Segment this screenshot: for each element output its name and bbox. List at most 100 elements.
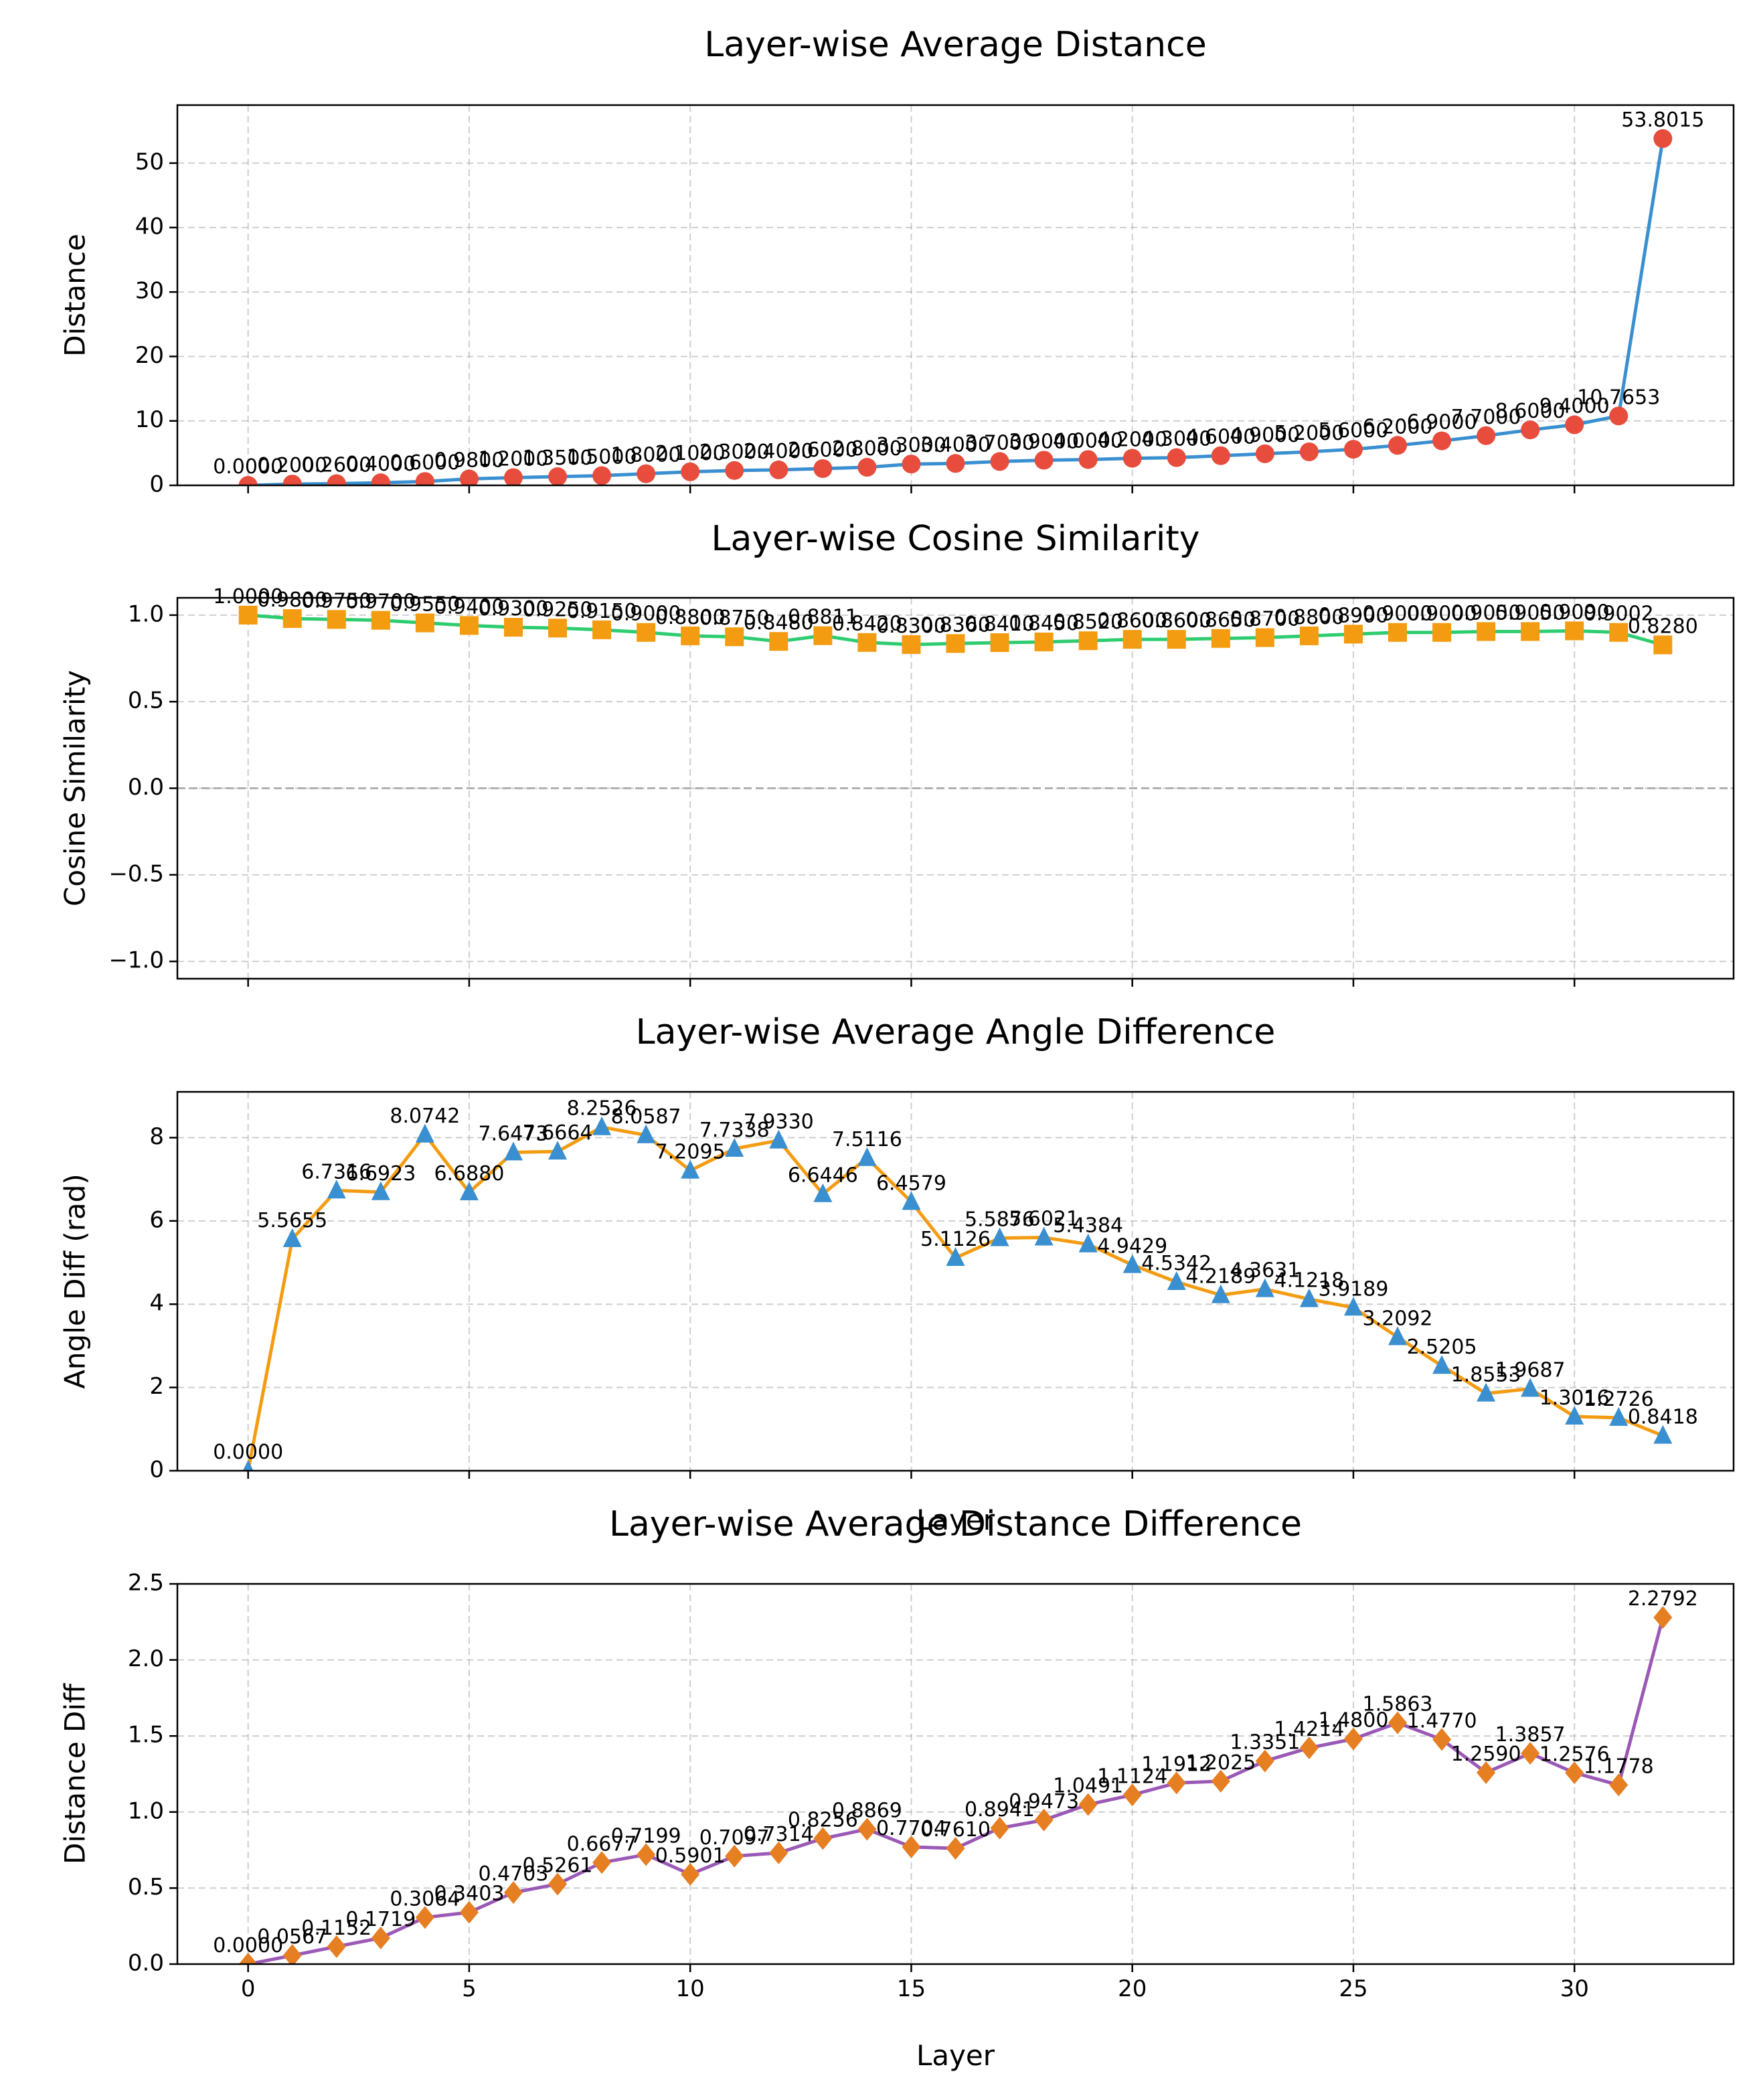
data-point bbox=[725, 461, 744, 480]
y-tick-label: 4 bbox=[149, 1290, 164, 1317]
data-point bbox=[282, 1944, 302, 1964]
data-point bbox=[1565, 1761, 1584, 1785]
data-point bbox=[1521, 420, 1540, 440]
data-label: 6.7316 bbox=[301, 1160, 371, 1184]
data-label: 0.9090 bbox=[1539, 600, 1610, 624]
data-label: 5.6000 bbox=[1318, 419, 1388, 442]
data-point bbox=[813, 1827, 833, 1850]
data-label: 4.6000 bbox=[1185, 426, 1256, 449]
y-tick-label: 20 bbox=[135, 342, 164, 369]
data-point bbox=[681, 1862, 700, 1886]
data-point bbox=[1432, 1728, 1452, 1751]
data-point bbox=[327, 610, 346, 629]
data-label: 0.9000 bbox=[1363, 602, 1433, 626]
data-label: 4.9429 bbox=[1097, 1235, 1167, 1259]
data-point bbox=[459, 1182, 479, 1201]
y-tick-label: 1.0 bbox=[128, 600, 164, 627]
data-label: 0.9700 bbox=[345, 590, 416, 614]
data-point bbox=[548, 467, 568, 485]
data-label: 0.8420 bbox=[832, 613, 902, 636]
y-tick-label: 0.5 bbox=[128, 1874, 164, 1901]
data-point bbox=[1167, 1271, 1186, 1290]
chart-panel-1: Layer-wise Average Distance 0 10 20 30 40 50 Di… bbox=[59, 25, 1735, 498]
y-tick-label: −1.0 bbox=[108, 947, 164, 974]
data-point bbox=[1078, 631, 1098, 651]
data-label: 0.8418 bbox=[1628, 1406, 1698, 1429]
data-point bbox=[1167, 1771, 1186, 1795]
chart-title: Layer-wise Average Angle Difference bbox=[636, 1012, 1276, 1052]
data-label: 1.0000 bbox=[213, 585, 283, 609]
data-point bbox=[1521, 622, 1540, 641]
data-label: 0.8480 bbox=[744, 611, 814, 635]
chart-panel-2: Layer-wise Cosine Similarity −1.0 −0.5 0.0 0… bbox=[59, 519, 1735, 987]
data-label: 1.8000 bbox=[611, 444, 681, 467]
data-point bbox=[813, 1183, 833, 1202]
data-label: 0.1152 bbox=[301, 1917, 371, 1940]
data-point bbox=[415, 472, 434, 485]
data-label: 0.9150 bbox=[567, 600, 637, 623]
data-point bbox=[1477, 1761, 1496, 1784]
data-point bbox=[1565, 415, 1584, 434]
data-label: 5.4384 bbox=[1053, 1214, 1123, 1238]
y-tick-label: 2.0 bbox=[128, 1645, 164, 1672]
data-label: 7.6664 bbox=[523, 1121, 593, 1145]
data-point bbox=[681, 626, 700, 645]
data-point bbox=[1167, 448, 1186, 467]
data-label: 9.4000 bbox=[1539, 395, 1610, 418]
data-point bbox=[1477, 622, 1496, 641]
data-point bbox=[990, 1816, 1009, 1840]
data-point bbox=[637, 1843, 656, 1866]
y-tick-label: 50 bbox=[135, 149, 164, 175]
data-label: 0.8280 bbox=[1628, 615, 1698, 638]
data-label: 5.5876 bbox=[965, 1208, 1035, 1231]
data-point bbox=[371, 611, 390, 630]
data-label: 0.5261 bbox=[523, 1854, 593, 1877]
y-tick-label: 0.0 bbox=[128, 774, 164, 801]
data-point bbox=[1343, 625, 1363, 644]
data-label: 5.5655 bbox=[257, 1209, 327, 1232]
data-label: 3.2092 bbox=[1363, 1307, 1433, 1330]
data-label: 0.9000 bbox=[1407, 602, 1477, 626]
y-tick-label: 30 bbox=[135, 278, 164, 305]
data-label: 0.8800 bbox=[1274, 606, 1344, 629]
data-point bbox=[327, 1180, 346, 1199]
data-point bbox=[725, 1137, 744, 1157]
data-point bbox=[1122, 1783, 1142, 1807]
data-label: 4.2189 bbox=[1185, 1265, 1256, 1289]
data-point bbox=[1122, 1254, 1142, 1273]
data-label: 0.5901 bbox=[655, 1844, 726, 1868]
data-label: 0.9050 bbox=[1451, 601, 1521, 625]
data-label: 1.1124 bbox=[1097, 1765, 1167, 1788]
data-point bbox=[769, 632, 788, 651]
data-point bbox=[503, 468, 523, 485]
data-label: 2.1000 bbox=[655, 442, 726, 465]
y-tick-label: 0 bbox=[149, 471, 164, 498]
data-label: 1.2000 bbox=[478, 447, 548, 471]
data-point bbox=[1432, 623, 1452, 642]
data-point bbox=[1343, 1727, 1363, 1751]
data-label: 7.7338 bbox=[699, 1119, 770, 1142]
x-tick-label: 15 bbox=[897, 1975, 926, 2002]
data-label: 2.6000 bbox=[788, 438, 858, 462]
chart-panel-4: Layer-wise Average Distance Difference 0.… bbox=[59, 1504, 1735, 2072]
data-point bbox=[637, 1124, 656, 1143]
x-tick-label: 0 bbox=[241, 1975, 256, 2002]
data-label: 7.5116 bbox=[832, 1128, 902, 1151]
data-point bbox=[725, 627, 744, 647]
data-label: 0.9800 bbox=[434, 449, 504, 472]
data-label: 0.8750 bbox=[699, 607, 770, 630]
y-tick-label: 40 bbox=[135, 213, 164, 240]
data-point bbox=[1343, 1297, 1363, 1316]
data-label: 3.9189 bbox=[1318, 1277, 1388, 1301]
data-label: 0.9300 bbox=[478, 597, 548, 621]
y-axis-label: Distance Diff bbox=[59, 1683, 92, 1864]
x-tick-label: 10 bbox=[676, 1975, 705, 2002]
chart-title: Layer-wise Average Distance Difference bbox=[609, 1504, 1302, 1544]
data-point bbox=[1255, 1749, 1274, 1773]
data-label: 1.3351 bbox=[1230, 1731, 1300, 1755]
data-point bbox=[857, 1147, 877, 1166]
data-label: 0.8600 bbox=[1141, 609, 1212, 633]
data-label: 0.8650 bbox=[1185, 609, 1256, 632]
data-point bbox=[371, 473, 390, 485]
data-label: 0.9050 bbox=[1495, 601, 1566, 625]
